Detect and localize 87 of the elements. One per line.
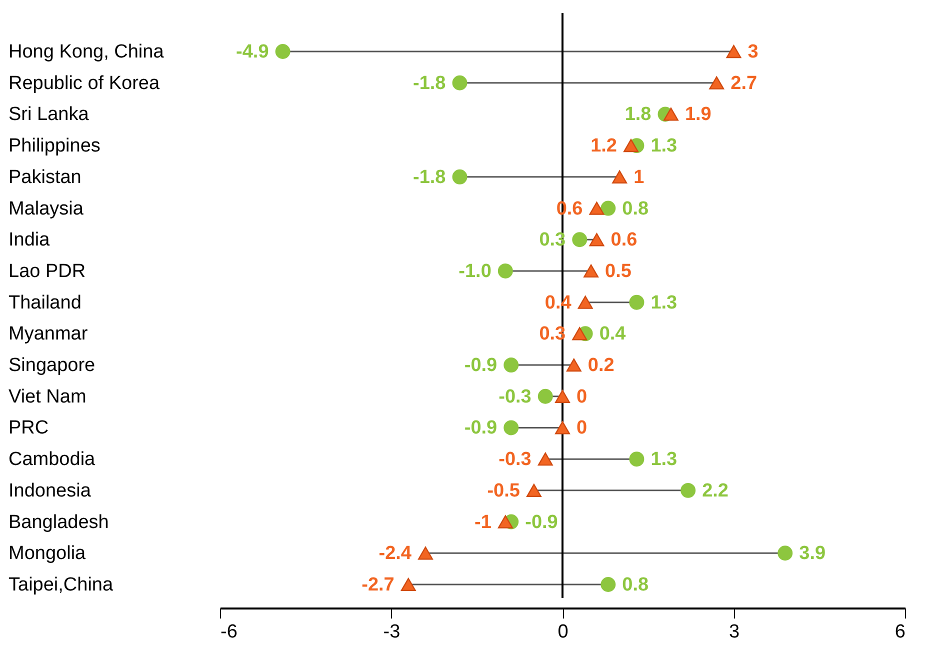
y-tick-label: Philippines: [8, 136, 100, 157]
data-label: 0.6: [610, 230, 638, 251]
y-tick-label: Cambodia: [8, 449, 96, 470]
data-label: 2.7: [730, 72, 758, 94]
data-label: 1.3: [650, 449, 678, 470]
y-tick-label: Mongolia: [8, 543, 86, 564]
point: [275, 44, 290, 59]
data-label: 1.3: [650, 292, 678, 314]
data-label: -1.8: [413, 166, 446, 188]
point: [600, 577, 616, 592]
data-label: -0.9: [525, 512, 558, 533]
point: [778, 546, 793, 561]
point: [578, 296, 593, 309]
data-label: -0.9: [464, 355, 498, 376]
data-label: 0.5: [605, 260, 632, 282]
y-tick-label: Singapore: [8, 355, 96, 376]
y-tick-label: Myanmar: [8, 324, 88, 345]
point: [538, 452, 553, 466]
point: [584, 264, 599, 278]
y-tick-label: PRC: [8, 418, 49, 439]
point: [726, 44, 742, 58]
point: [504, 358, 519, 373]
point: [629, 452, 644, 467]
point: [612, 170, 628, 184]
point: [572, 232, 588, 248]
point: [629, 294, 644, 310]
y-tick-label: Hong Kong, China: [8, 42, 164, 63]
point: [589, 233, 604, 246]
data-label: -0.3: [498, 449, 532, 470]
data-label: 0.8: [622, 574, 649, 596]
point: [526, 484, 542, 497]
point: [400, 578, 416, 592]
data-label: -4.9: [236, 42, 269, 63]
y-tick-label: Thailand: [8, 292, 82, 314]
data-label: -2.7: [362, 574, 394, 596]
y-tick-label: India: [8, 230, 50, 251]
data-label: -0.9: [464, 418, 498, 439]
data-label: 0.4: [599, 324, 626, 345]
x-tick-label: 6: [894, 622, 906, 642]
point: [680, 482, 696, 498]
x-tick-label: 3: [728, 622, 740, 642]
data-label: 3.9: [799, 543, 826, 564]
point: [452, 75, 468, 90]
y-tick-label: Indonesia: [8, 480, 92, 502]
point: [566, 358, 582, 372]
point: [555, 390, 570, 403]
point: [624, 139, 638, 152]
y-tick-label: Republic of Korea: [8, 72, 160, 94]
point: [663, 108, 678, 121]
data-label: 1: [634, 166, 645, 188]
x-tick-label: -6: [220, 622, 238, 642]
point: [504, 420, 519, 436]
y-tick-label: Viet Nam: [8, 386, 86, 408]
point: [572, 327, 588, 340]
y-tick-label: Pakistan: [8, 166, 82, 188]
data-label: 1.2: [590, 136, 617, 157]
data-label: 3: [748, 42, 758, 63]
data-label: -1.8: [413, 72, 446, 94]
point: [452, 169, 468, 184]
data-label: 1.3: [650, 136, 678, 157]
data-label: 0.2: [588, 355, 614, 376]
point: [498, 263, 513, 278]
data-label: -1: [474, 512, 492, 533]
data-label: -0.3: [498, 386, 532, 408]
point: [498, 515, 513, 528]
data-label: 1.9: [684, 104, 712, 126]
data-label: 0: [576, 386, 588, 408]
data-label: 0.8: [622, 198, 649, 220]
data-label: 0: [576, 418, 588, 439]
y-tick-label: Bangladesh: [8, 512, 109, 533]
y-tick-label: Sri Lanka: [8, 104, 90, 126]
point: [600, 200, 616, 216]
y-tick-label: Malaysia: [8, 198, 84, 220]
data-label: -2.4: [378, 543, 412, 564]
x-tick-label: -3: [383, 622, 400, 642]
point: [538, 388, 553, 404]
point: [709, 76, 724, 90]
point: [418, 546, 433, 560]
point: [589, 202, 604, 215]
point: [555, 421, 570, 434]
data-label: 2.2: [702, 480, 729, 502]
y-tick-label: Taipei,China: [8, 574, 114, 596]
data-label: -0.5: [487, 480, 520, 502]
data-label: 1.8: [624, 104, 652, 126]
x-tick-label: 0: [558, 622, 568, 642]
y-tick-label: Lao PDR: [8, 260, 86, 282]
data-label: -1.0: [458, 260, 492, 282]
